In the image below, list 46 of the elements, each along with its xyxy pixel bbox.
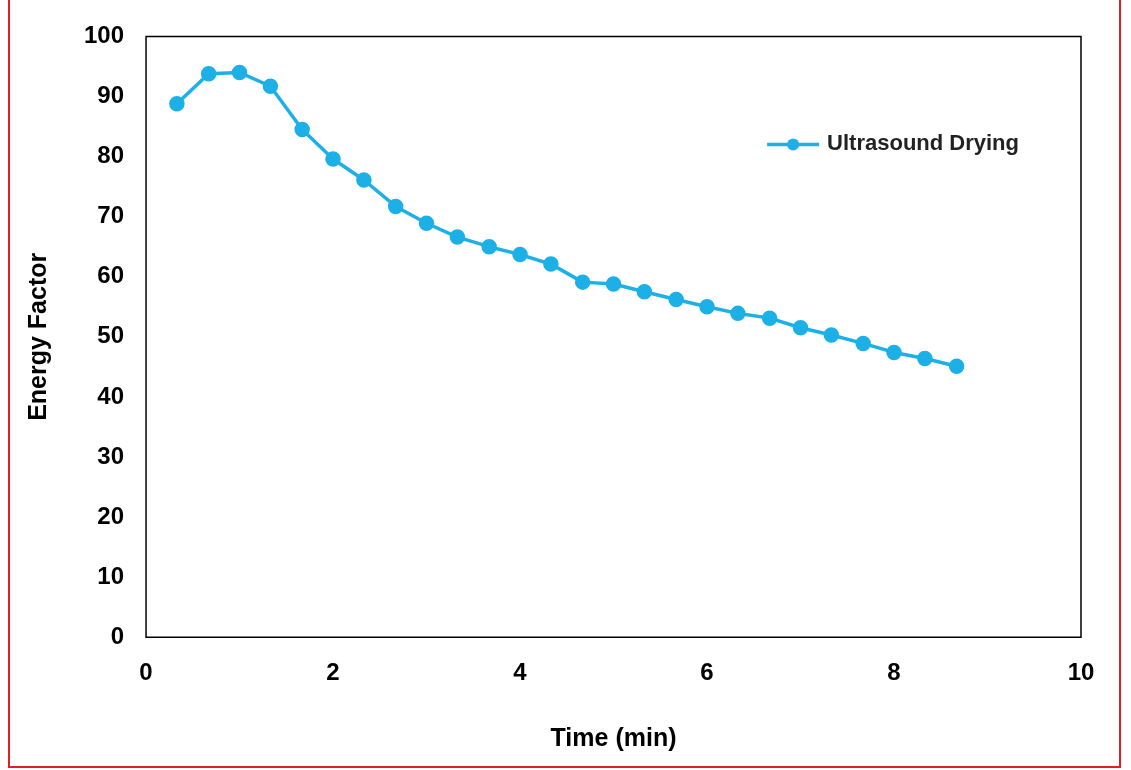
y-tick-label: 20 — [97, 501, 125, 529]
y-tick-label: 0 — [110, 621, 125, 649]
x-tick-label: 10 — [1067, 658, 1095, 686]
point — [231, 64, 248, 81]
point — [948, 358, 965, 374]
point — [855, 335, 871, 352]
point — [449, 229, 466, 245]
y-tick-label: 40 — [97, 381, 125, 409]
point — [886, 344, 902, 361]
point — [699, 299, 715, 315]
point — [792, 320, 809, 336]
y-tick-label: 70 — [97, 201, 125, 229]
x-tick-label: 6 — [700, 658, 714, 686]
y-tick-label: 50 — [97, 321, 125, 349]
x-tick-label: 2 — [326, 658, 340, 686]
point — [294, 121, 310, 138]
point — [512, 246, 528, 263]
point — [636, 283, 653, 300]
point — [418, 215, 435, 231]
point — [917, 350, 933, 367]
y-tick-label: 60 — [97, 261, 125, 289]
x-tick-label: 4 — [513, 658, 528, 686]
point — [356, 172, 372, 188]
y-tick-label: 90 — [97, 81, 125, 109]
legend-label: Ultrasound Drying — [827, 130, 1020, 156]
y-tick-label: 10 — [97, 561, 125, 589]
point — [325, 151, 341, 167]
y-tick-label: 80 — [97, 141, 125, 169]
y-tick-label: 30 — [97, 441, 125, 469]
point — [761, 310, 778, 326]
point — [387, 198, 404, 215]
point — [730, 305, 746, 322]
x-tick-label: 8 — [887, 658, 901, 686]
x-tick-label: 0 — [139, 658, 153, 686]
y-axis-title: Energy Factor — [22, 252, 51, 421]
point — [668, 291, 684, 308]
y-tick-label: 100 — [84, 21, 125, 49]
point — [481, 238, 497, 255]
point — [169, 95, 185, 112]
point — [543, 256, 559, 272]
point — [574, 274, 591, 290]
point — [200, 65, 217, 82]
point — [823, 327, 840, 343]
x-axis-title: Time (min) — [550, 722, 677, 751]
point — [605, 276, 622, 292]
point — [262, 78, 279, 95]
